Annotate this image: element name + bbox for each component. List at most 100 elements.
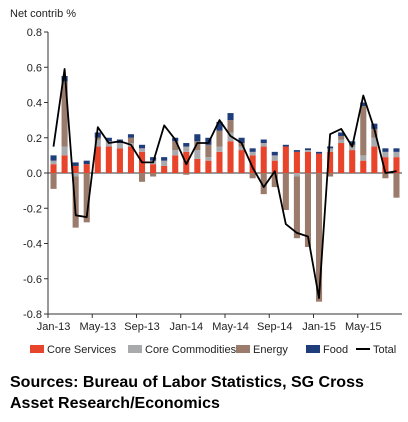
bar-energy	[271, 173, 278, 188]
bar-core-services	[61, 155, 68, 173]
x-tick-label: Jan-13	[37, 321, 71, 333]
bar-core-services	[150, 164, 157, 173]
bar-food	[94, 132, 101, 138]
bar-energy	[94, 137, 101, 140]
bar-core-services	[327, 151, 334, 173]
bar-food	[227, 113, 234, 121]
y-tick-label: 0.2	[27, 133, 42, 145]
legend-swatch-energy	[236, 345, 250, 353]
bar-core-services	[50, 164, 57, 173]
bar-core-services	[293, 151, 300, 173]
legend-swatch-food	[306, 345, 320, 353]
bar-food	[315, 151, 323, 154]
bar-energy	[127, 137, 135, 144]
chart: Net contrib % -0.8 -0.6 -0.4 -0.2 0.0 0.2 0.4 0…	[10, 8, 402, 356]
bar-core-commodities	[116, 143, 123, 149]
total-series-line	[52, 68, 397, 300]
bar-energy	[371, 128, 378, 138]
bar-core-commodities	[304, 150, 312, 152]
bar-energy	[382, 173, 389, 179]
bar-energy	[194, 141, 201, 151]
bar-energy	[72, 176, 79, 228]
bar-food	[338, 132, 345, 136]
bar-energy	[172, 141, 179, 151]
y-axis-title: Net contrib %	[10, 8, 76, 20]
bar-core-commodities	[161, 160, 168, 166]
bar-core-commodities	[216, 146, 223, 152]
bar-core-services	[238, 150, 245, 173]
bar-food	[105, 137, 112, 142]
axes: -0.8 -0.6 -0.4 -0.2 0.0 0.2 0.4 0.6 0.8 Jan-13 May…	[23, 27, 402, 333]
bar-food	[183, 143, 190, 147]
bar-core-commodities	[105, 141, 112, 147]
bar-core-commodities	[327, 148, 334, 152]
x-tick-label: Sep-13	[124, 321, 159, 333]
bar-food	[194, 134, 201, 142]
y-tick-label: -0.2	[23, 203, 42, 215]
bar-core-commodities	[260, 143, 267, 147]
bar-core-commodities	[238, 146, 245, 151]
y-tick-label: 0.0	[27, 168, 42, 180]
y-tick-label: -0.4	[23, 239, 42, 251]
bar-core-services	[94, 146, 101, 173]
bar-core-services	[194, 158, 201, 173]
bar-core-commodities	[393, 151, 400, 158]
bar-energy	[315, 173, 323, 302]
bar-core-services	[382, 157, 389, 173]
source-note: Sources: Bureau of Labor Statistics, SG …	[10, 374, 364, 412]
bar-energy	[50, 173, 57, 189]
bar-energy	[216, 130, 223, 147]
bar-core-services	[393, 157, 400, 173]
bar-food	[72, 162, 79, 166]
bar-core-services	[249, 155, 256, 173]
bar-core-commodities	[382, 151, 389, 158]
bar-food	[138, 144, 146, 149]
bar-food	[249, 148, 256, 152]
bar-energy	[227, 120, 234, 133]
bar-core-commodities	[360, 155, 367, 161]
legend-swatch-core-commodities	[128, 345, 142, 353]
x-tick-label: May-15	[345, 321, 382, 333]
bar-food	[260, 139, 267, 144]
bar-energy	[150, 173, 157, 177]
bar-energy	[249, 173, 256, 179]
bar-core-commodities	[72, 173, 79, 177]
bar-core-commodities	[194, 150, 201, 159]
bar-core-services	[338, 143, 345, 173]
bar-core-services	[349, 150, 356, 173]
bar-core-commodities	[271, 155, 278, 161]
bar-core-services	[227, 141, 234, 173]
bar-energy	[327, 173, 334, 177]
bar-core-services	[315, 153, 323, 173]
bar-food	[393, 148, 400, 152]
legend-label-total: Total	[373, 344, 396, 356]
x-tick-label: Sep-14	[257, 321, 292, 333]
x-tick-label: Jan-15	[302, 321, 336, 333]
bar-core-commodities	[50, 160, 57, 165]
bar-core-commodities	[183, 146, 190, 152]
bar-food	[360, 102, 367, 107]
legend-label-energy: Energy	[253, 344, 288, 356]
bar-core-services	[116, 148, 123, 173]
x-tick-label: May-14	[212, 321, 249, 333]
bar-food	[127, 134, 135, 138]
bar-core-commodities	[293, 173, 300, 177]
bar-food	[293, 150, 300, 152]
bar-food	[282, 144, 289, 147]
bar-food	[304, 148, 312, 151]
bar-core-services	[105, 146, 112, 173]
bar-energy	[83, 173, 90, 223]
bar-core-services	[161, 165, 168, 173]
bar-energy	[393, 173, 400, 198]
bar-core-services	[271, 160, 278, 173]
y-tick-label: 0.4	[27, 98, 42, 110]
bar-core-services	[304, 151, 312, 173]
bar-core-commodities	[371, 137, 378, 147]
bar-core-commodities	[61, 146, 68, 156]
bar-core-services	[360, 160, 367, 173]
bar-energy	[360, 106, 367, 156]
bar-food	[271, 151, 278, 156]
bar-energy	[338, 135, 345, 140]
total-line	[52, 68, 397, 300]
bar-food	[150, 157, 157, 161]
